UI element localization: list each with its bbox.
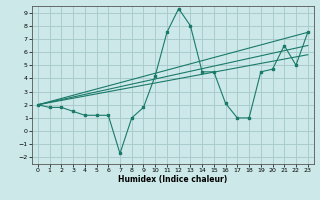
X-axis label: Humidex (Indice chaleur): Humidex (Indice chaleur) [118, 175, 228, 184]
